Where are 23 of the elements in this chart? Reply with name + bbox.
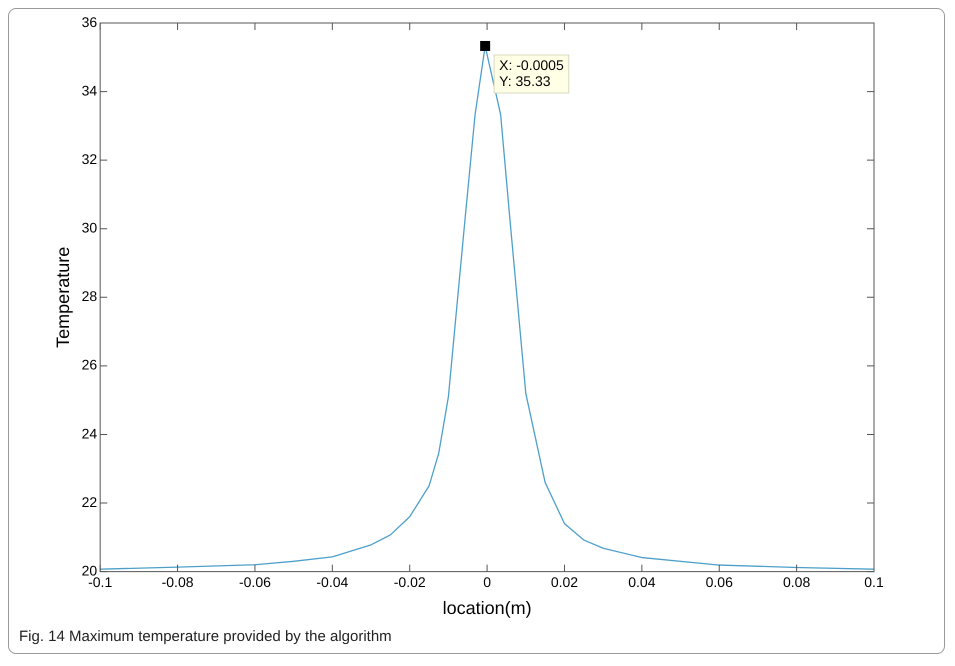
y-tick-label: 30: [82, 220, 98, 236]
x-tick-label: 0.1: [864, 574, 884, 590]
y-tick-label: 20: [82, 562, 98, 578]
y-tick-label: 24: [82, 425, 98, 442]
y-tick-label: 26: [82, 356, 98, 373]
y-tick-label: 32: [82, 151, 98, 168]
x-tick-label: -0.02: [394, 574, 426, 590]
annotation: X: -0.0005 Y: 35.33: [499, 56, 564, 89]
x-tick-label: 0.08: [782, 574, 810, 590]
y-tick-label: 28: [82, 288, 98, 304]
x-tick-label: -0.06: [238, 574, 272, 590]
x-tick-label: -0.04: [316, 574, 348, 590]
y-tick-label: 34: [82, 82, 98, 98]
y-tick-label: 22: [82, 494, 98, 510]
x-tick-label: 0.04: [628, 574, 656, 590]
x-tick-label: 0.02: [550, 574, 578, 590]
x-axis-title: location(m): [442, 598, 532, 618]
y-axis-title: Temperature: [52, 246, 73, 348]
caption: Fig. 14 Maximum temperature provided by the algorithm: [18, 627, 393, 647]
x-tick-label: 0.06: [706, 574, 734, 590]
x-tick-label: 0: [483, 574, 492, 590]
x-tick-label: -0.08: [162, 574, 194, 590]
y-tick-label: 36: [82, 14, 98, 30]
